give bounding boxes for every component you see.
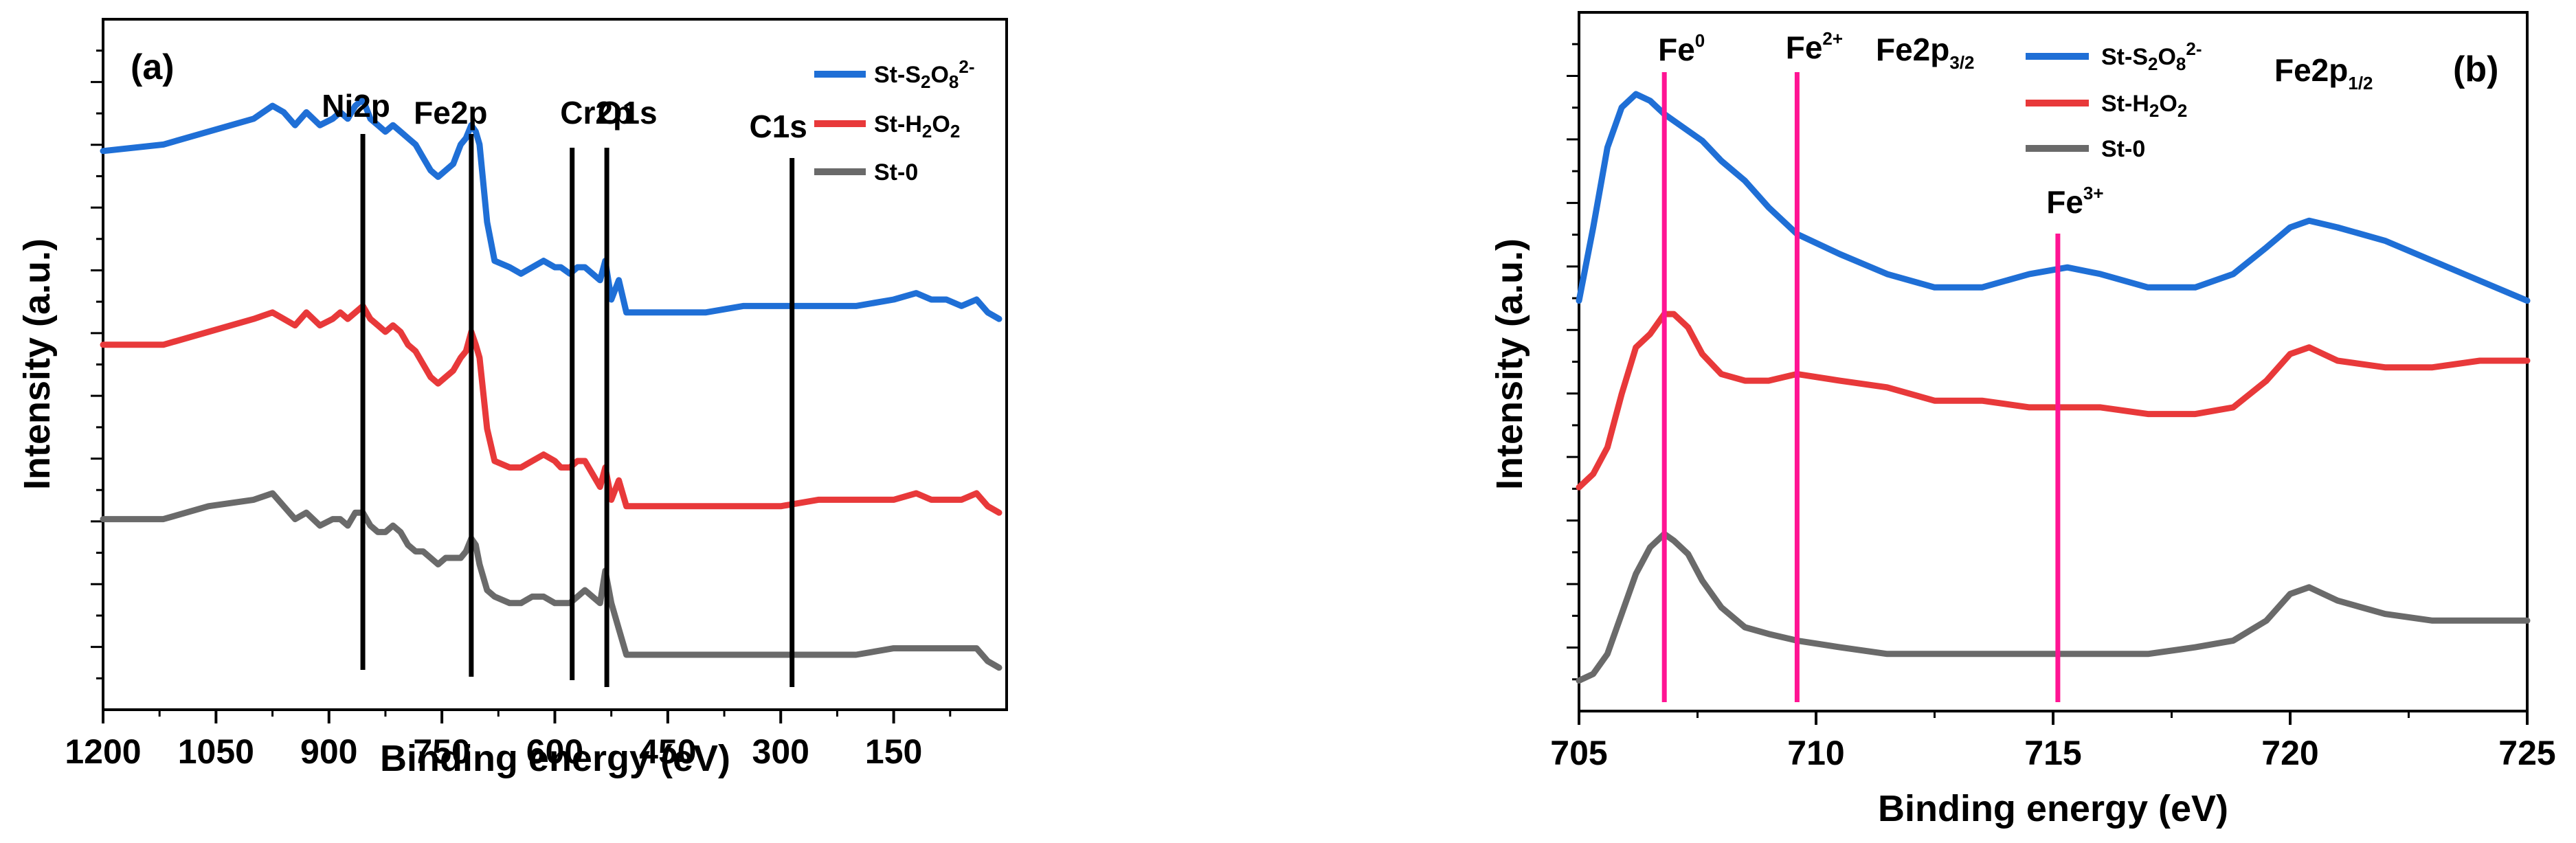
panel-a-x-axis-title: Binding energy (eV) [380, 738, 730, 779]
legend-b-label-s2o8: St-S2O82- [2101, 38, 2202, 74]
panel-a-y-ticks [91, 49, 103, 679]
fe2p12-label: Fe2p1/2 [2274, 52, 2373, 93]
marker-label-fe3plus: Fe3+ [2046, 183, 2103, 220]
panel-a-series-st-s2o8-2 [100, 96, 1003, 322]
panel-b-x-tick-label: 715 [2024, 734, 2081, 772]
panel-a-series [100, 96, 1003, 671]
panel-a-label: (a) [131, 47, 175, 87]
panel-a-series-st-h2o2 [100, 302, 1003, 516]
marker-label-fe0: Fe0 [1658, 30, 1705, 67]
panel-a-x-tick-label: 750 [413, 732, 470, 771]
panel-b-label: (b) [2453, 49, 2498, 89]
legend-a-label-s2o8: St-S2O82- [874, 56, 975, 92]
marker-label-c1s: C1s [749, 109, 807, 144]
panel-b-series-st-s2o8-2 [1576, 91, 2531, 304]
panel-b-series-st-0 [1576, 530, 2531, 684]
panel-a-series-st-0 [100, 490, 1003, 671]
panel-b-legend: St-S2O82- St-H2O2 St-0 [2026, 38, 2202, 162]
marker-label-fe2plus: Fe2+ [1786, 28, 1843, 65]
marker-label-ni2p: Ni2p [322, 88, 390, 124]
panel-b-x-tick-label: 705 [1550, 734, 1607, 772]
legend-b-label-st0: St-0 [2101, 136, 2145, 162]
panel-b-oxidation-state-markers: Fe0 Fe2+ Fe3+ [1658, 28, 2104, 702]
panel-b-x-tick-label: 720 [2261, 734, 2318, 772]
panel-b-x-axis-title: Binding energy (eV) [1878, 788, 2228, 829]
marker-label-fe2p: Fe2p [414, 95, 487, 131]
panel-a-x-tick-label: 1050 [178, 732, 254, 771]
panel-a-x-ticks: 1200 1050 900 750 600 450 300 150 [65, 710, 952, 771]
panel-a-x-tick-label: 1200 [65, 732, 141, 771]
panel-a-x-tick-label: 300 [752, 732, 809, 771]
panel-a-x-tick-label: 600 [526, 732, 583, 771]
panel-b-x-ticks: 705 710 715 720 725 [1550, 711, 2556, 772]
panel-a-survey-spectrum: 1200 1050 900 750 600 450 300 150 Ni2p Fe2p Cr2pO… [16, 18, 1008, 779]
marker-label-o1s: O1s [598, 95, 658, 131]
panel-b-y-ticks [1567, 43, 1579, 681]
panel-a-x-tick-label: 450 [639, 732, 696, 771]
panel-b-series-st-h2o2 [1576, 311, 2531, 491]
fe2p32-label: Fe2p3/2 [1876, 32, 1975, 73]
panel-a-y-axis-title: Intensity (a.u.) [16, 238, 58, 490]
panel-a-x-tick-label: 900 [300, 732, 357, 771]
panel-a-legend: St-S2O82- St-H2O2 St-0 [814, 56, 975, 186]
panel-a-x-tick-label: 150 [865, 732, 922, 771]
legend-a-label-st0: St-0 [874, 159, 918, 186]
panel-b-x-tick-label: 710 [1787, 734, 1844, 772]
panel-b-series [1576, 91, 2531, 684]
legend-b-label-h2o2: St-H2O2 [2101, 91, 2187, 121]
marker-label-cr2p: Cr2p [560, 95, 632, 131]
panel-b-y-axis-title: Intensity (a.u.) [1489, 238, 1530, 490]
legend-a-label-h2o2: St-H2O2 [874, 111, 960, 142]
panel-b-x-tick-label: 725 [2498, 734, 2555, 772]
panel-b-fe2p-spectrum: 705 710 715 720 725 Fe0 Fe2+Fe3+ (b) Fe2p3/2 … [1489, 11, 2556, 829]
